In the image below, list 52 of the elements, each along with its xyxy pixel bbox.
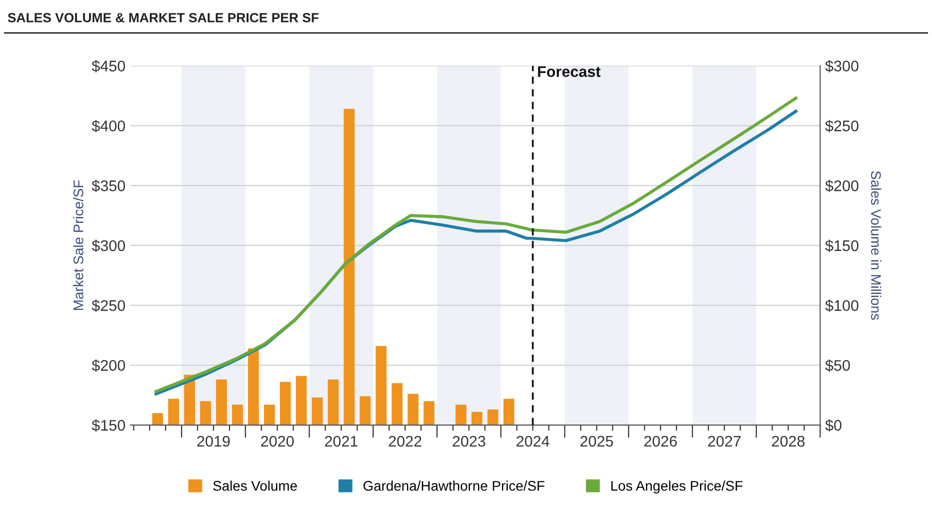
bar — [296, 376, 307, 426]
y-tick-label: $350 — [92, 180, 126, 192]
bar — [328, 380, 339, 426]
bar — [360, 396, 371, 426]
y2-tick-label: $0 — [825, 419, 842, 432]
chart-title: SALES VOLUME & MARKET SALE PRICE PER SF — [8, 13, 319, 22]
x-tick-label: 2023 — [452, 436, 486, 447]
y2-tick-label: $300 — [825, 60, 858, 72]
bar — [424, 401, 434, 426]
bar — [376, 346, 387, 426]
legend-label: Los Angeles Price/SF — [611, 480, 742, 494]
y-tick-label: $200 — [92, 359, 126, 372]
y2-tick-label: $50 — [825, 359, 850, 372]
y2-tick-label: $100 — [825, 300, 858, 312]
legend-label: Sales Volume — [213, 480, 297, 491]
bar — [487, 409, 498, 426]
x-tick-label: 2019 — [197, 436, 230, 447]
y2-axis-title: Sales Volume in Millions — [871, 171, 882, 320]
y2-tick-label: $250 — [825, 120, 858, 132]
bar — [503, 398, 514, 426]
bar — [152, 413, 164, 426]
bar — [280, 382, 291, 426]
y-tick-label: $400 — [92, 120, 126, 132]
bar — [408, 394, 418, 426]
bar — [344, 108, 355, 426]
y2-tick-label: $200 — [825, 180, 858, 192]
x-tick-label: 2028 — [772, 436, 805, 447]
x-tick-label: 2021 — [324, 436, 358, 447]
x-tick-label: 2027 — [708, 436, 741, 447]
bar — [232, 404, 243, 426]
bar — [168, 398, 180, 426]
bar — [312, 397, 323, 426]
bar — [264, 404, 275, 426]
y-axis-title: Market Sale Price/SF — [73, 180, 84, 310]
x-tick-label: 2020 — [261, 436, 294, 447]
legend-label: Gardena/Hawthorne Price/SF — [363, 480, 544, 491]
y-tick-label: $300 — [92, 240, 126, 252]
x-tick-label: 2022 — [388, 436, 422, 447]
y-tick-label: $150 — [92, 419, 126, 432]
y-tick-label: $450 — [92, 60, 126, 72]
x-tick-label: 2024 — [516, 436, 550, 447]
y2-tick-label: $150 — [825, 240, 858, 252]
bar — [200, 401, 211, 426]
y-tick-label: $250 — [92, 300, 126, 312]
bar — [248, 348, 259, 426]
bar — [392, 383, 403, 426]
ref-line-label: Forecast — [538, 66, 601, 77]
x-tick-label: 2025 — [580, 436, 614, 447]
bar — [471, 412, 482, 426]
x-tick-label: 2026 — [644, 436, 677, 447]
bar — [216, 380, 227, 426]
bar — [456, 404, 466, 426]
